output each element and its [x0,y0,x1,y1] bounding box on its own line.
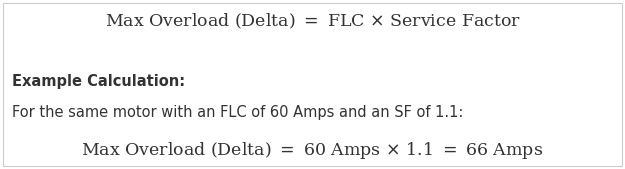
Text: Max Overload (Delta) $=$ 60 Amps $\times$ 1.1 $=$ 66 Amps: Max Overload (Delta) $=$ 60 Amps $\times… [81,140,544,161]
Text: Max Overload (Delta) $=$ FLC $\times$ Service Factor: Max Overload (Delta) $=$ FLC $\times$ Se… [104,12,521,31]
FancyBboxPatch shape [3,3,622,166]
Text: For the same motor with an FLC of 60 Amps and an SF of 1.1:: For the same motor with an FLC of 60 Amp… [12,105,464,120]
Text: Example Calculation:: Example Calculation: [12,74,186,89]
